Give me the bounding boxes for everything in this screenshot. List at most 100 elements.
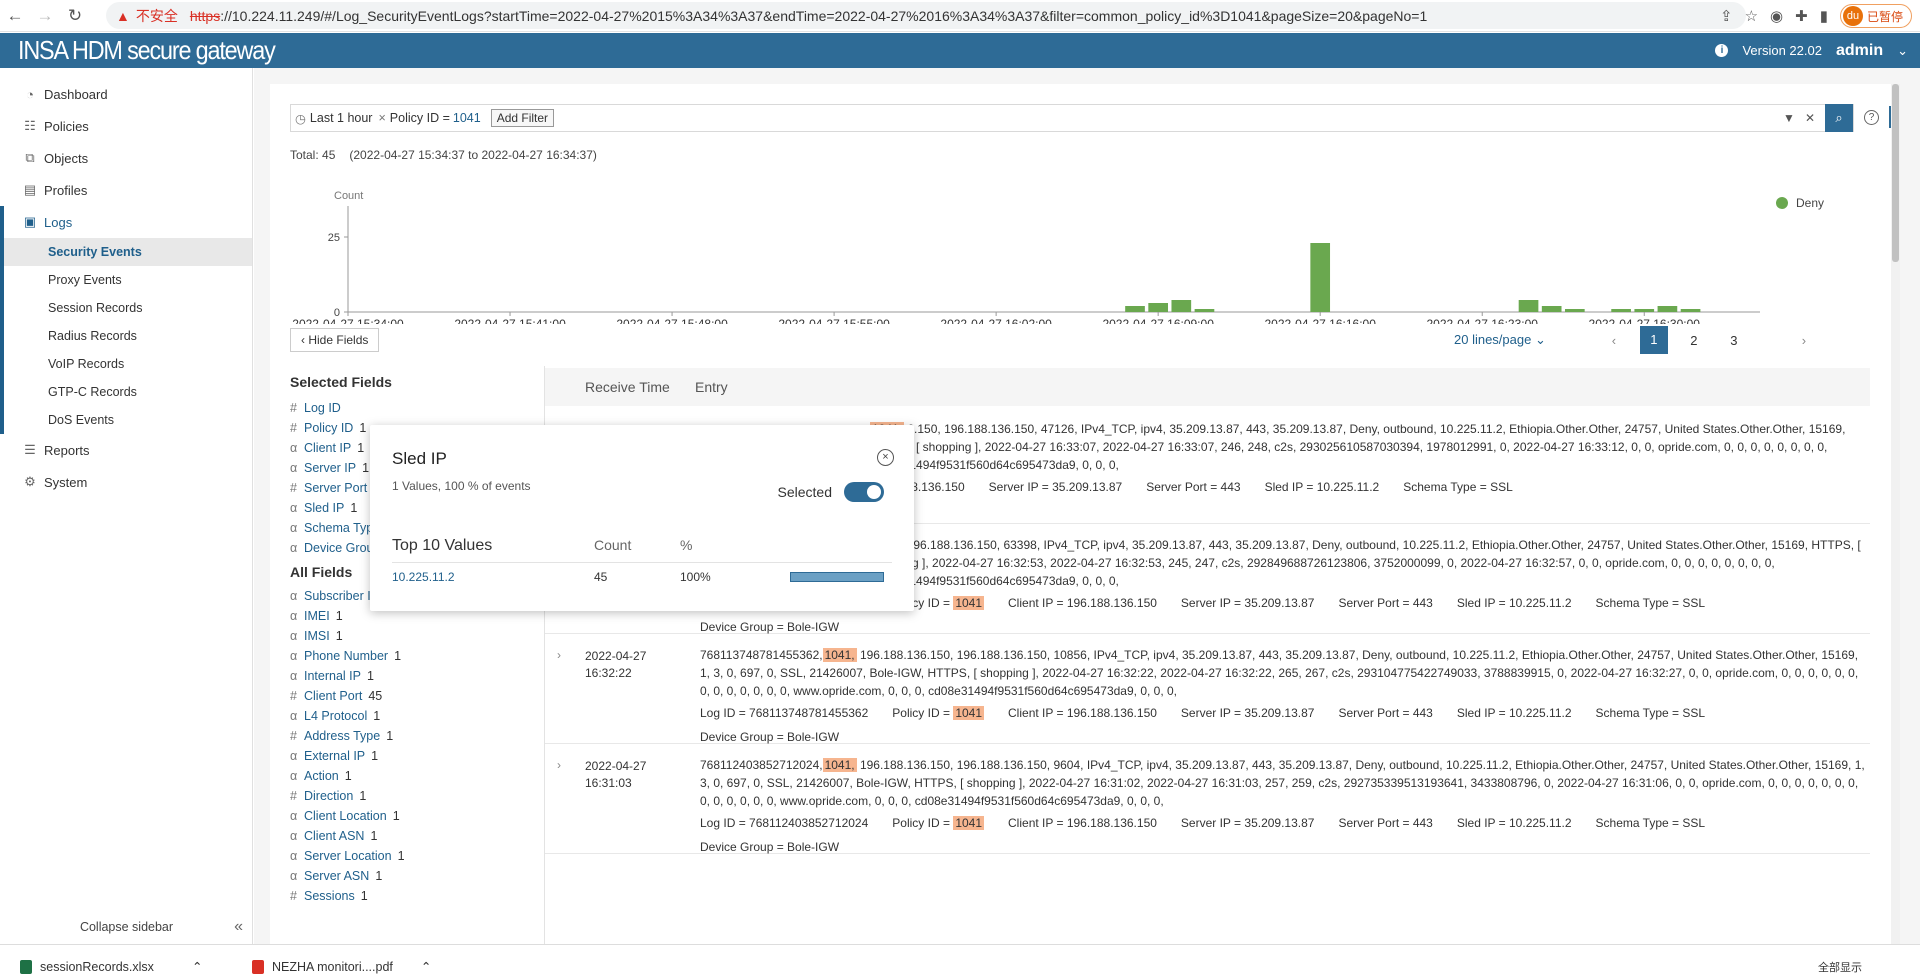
next-page-icon[interactable]: › <box>1801 332 1807 348</box>
filter-icon[interactable]: ▼ <box>1783 111 1795 125</box>
histogram-bar[interactable] <box>1564 309 1585 312</box>
collapse-sidebar-button[interactable]: Collapse sidebar « <box>0 910 253 944</box>
extension-icon[interactable]: ◉ <box>1770 8 1784 25</box>
page-2[interactable]: 2 <box>1690 332 1698 348</box>
sidebar-item-reports[interactable]: ☰ Reports <box>0 434 252 466</box>
sidebar-subitem-session-records[interactable]: Session Records <box>0 294 252 322</box>
field-item[interactable]: α Server Location 1 <box>270 846 544 866</box>
filter-bar[interactable]: ◷ Last 1 hour × Policy ID = 1041 Add Filter… <box>290 104 1854 132</box>
sidebar-item-objects[interactable]: ⧉ Objects <box>0 142 252 174</box>
sidebar: ◔ Dashboard ☷ Policies ⧉ Objects ▤ Profiles … <box>0 68 253 944</box>
histogram-bar[interactable] <box>1518 300 1539 312</box>
address-bar[interactable]: ▲ 不安全 https://10.224.11.249/#/Log_Securi… <box>106 2 1746 29</box>
policy-filter-chip[interactable]: × Policy ID = 1041 <box>378 111 480 125</box>
reload-icon[interactable]: ↻ <box>67 5 83 25</box>
page-3[interactable]: 3 <box>1730 332 1738 348</box>
all-fields-title: All Fields <box>290 564 353 580</box>
chevron-up-icon[interactable]: ⌃ <box>420 960 432 974</box>
chevron-down-icon[interactable]: ⌄ <box>1897 42 1908 58</box>
field-item[interactable]: α Device Grou <box>270 538 544 558</box>
clear-icon[interactable]: ✕ <box>1804 111 1815 125</box>
field-item[interactable]: α Internal IP 1 <box>270 666 544 686</box>
field-item[interactable]: # Sessions 1 <box>270 886 544 906</box>
top-value-link[interactable]: 10.225.11.2 <box>392 570 455 584</box>
field-item[interactable]: α IMEI 1 <box>270 606 544 626</box>
field-item[interactable]: α IMSI 1 <box>270 626 544 646</box>
field-item[interactable]: # Direction 1 <box>270 786 544 806</box>
field-item[interactable]: α External IP 1 <box>270 746 544 766</box>
table-row[interactable]: › 2022-04-27 16:31:03 768112403852712024, 10… <box>545 744 1870 854</box>
field-item[interactable]: # Address Type 1 <box>270 726 544 746</box>
close-icon[interactable]: × <box>378 111 386 125</box>
field-count: 1 <box>397 849 405 863</box>
share-icon[interactable]: ⇪ <box>1720 8 1733 25</box>
histogram-bar[interactable] <box>1611 309 1631 312</box>
hide-fields-button[interactable]: ‹ Hide Fields <box>290 328 380 352</box>
field-type: α <box>290 609 298 623</box>
table-row[interactable]: › 2022-04-27 16:32:22 768113748781455362, 10… <box>545 634 1870 744</box>
info-icon[interactable]: i <box>1715 44 1729 57</box>
profile-button[interactable]: du 已暂停 <box>1839 4 1912 28</box>
puzzle-icon[interactable]: ✚ <box>1795 8 1808 25</box>
sidebar-subitem-gtpc-records[interactable]: GTP-C Records <box>0 378 252 406</box>
sidebar-subitem-radius-records[interactable]: Radius Records <box>0 322 252 350</box>
download-item[interactable]: sessionRecords.xlsx ⌃ <box>20 959 202 974</box>
sidebar-item-label: Dashboard <box>44 86 108 102</box>
help-icon[interactable]: ? <box>1864 109 1879 125</box>
sidebar-item-profiles[interactable]: ▤ Profiles <box>0 174 252 206</box>
show-all-downloads[interactable]: 全部显示 <box>1818 962 1862 974</box>
sidebar-item-logs[interactable]: ▣ Logs <box>0 206 252 238</box>
field-item[interactable]: α Server ASN 1 <box>270 866 544 886</box>
histogram-bar[interactable] <box>1657 306 1678 312</box>
field-item[interactable]: α Client ASN 1 <box>270 826 544 846</box>
time-range-chip[interactable]: ◷ Last 1 hour <box>295 111 372 126</box>
col-receive-time[interactable]: Receive Time <box>585 379 670 395</box>
sidebar-subitem-voip-records[interactable]: VoIP Records <box>0 350 252 378</box>
sidebar-item-dashboard[interactable]: ◔ Dashboard <box>0 78 252 110</box>
field-item[interactable]: # Log ID <box>270 398 544 418</box>
expand-chevron-icon[interactable]: › <box>557 648 561 662</box>
field-item[interactable]: # Client Port 45 <box>270 686 544 706</box>
field-item[interactable]: α Client IP 1 <box>270 438 544 458</box>
histogram-bar[interactable] <box>1148 303 1169 312</box>
histogram-bar[interactable] <box>1634 309 1655 312</box>
bookmark-star-icon[interactable]: ☆ <box>1744 8 1759 25</box>
scrollbar-thumb[interactable] <box>1892 84 1899 262</box>
histogram-bar[interactable] <box>1541 306 1562 312</box>
expand-chevron-icon[interactable]: › <box>557 758 561 772</box>
field-item[interactable]: α Client Location 1 <box>270 806 544 826</box>
lines-per-page-select[interactable]: 20 lines/page ⌄ <box>1454 332 1546 348</box>
back-icon[interactable]: ← <box>6 5 24 25</box>
sidebar-item-system[interactable]: ⚙ System <box>0 466 252 498</box>
field-name: Server Location <box>304 849 392 863</box>
field-item[interactable]: α Phone Number 1 <box>270 646 544 666</box>
sidebar-item-policies[interactable]: ☷ Policies <box>0 110 252 142</box>
selected-toggle[interactable] <box>844 482 884 502</box>
histogram-bar[interactable] <box>1310 243 1331 312</box>
user-menu[interactable]: admin <box>1835 41 1884 59</box>
histogram-bar[interactable] <box>1171 300 1192 312</box>
field-item[interactable]: # Policy ID 1 <box>270 418 544 438</box>
sidebar-subitem-security-events[interactable]: Security Events <box>0 238 252 266</box>
add-filter-button[interactable]: Add Filter <box>490 109 555 127</box>
sidebar-subitem-dos-events[interactable]: DoS Events <box>0 406 252 434</box>
close-icon[interactable]: × <box>877 449 894 466</box>
field-item[interactable]: α Schema Typ <box>270 518 544 538</box>
histogram-bar[interactable] <box>1125 306 1145 312</box>
field-item[interactable]: # Server Port <box>270 478 544 498</box>
search-button[interactable]: ⌕ <box>1825 104 1853 132</box>
field-item[interactable]: α Server IP 1 <box>270 458 544 478</box>
field-item[interactable]: α L4 Protocol 1 <box>270 706 544 726</box>
histogram-bar[interactable] <box>1194 309 1215 312</box>
histogram-bar[interactable] <box>1680 309 1701 312</box>
field-item[interactable]: α Sled IP 1 <box>270 498 544 518</box>
scrollbar[interactable] <box>1891 84 1900 944</box>
download-item[interactable]: NEZHA monitori....pdf ⌃ <box>252 959 431 974</box>
chevron-up-icon[interactable]: ⌃ <box>191 960 203 974</box>
sidepanel-icon[interactable]: ▮ <box>1819 8 1828 25</box>
page-1[interactable]: 1 <box>1639 326 1668 354</box>
field-item[interactable]: α Action 1 <box>270 766 544 786</box>
forward-icon[interactable]: → <box>36 5 54 25</box>
prev-page-icon[interactable]: ‹ <box>1611 332 1617 348</box>
sidebar-subitem-proxy-events[interactable]: Proxy Events <box>0 266 252 294</box>
